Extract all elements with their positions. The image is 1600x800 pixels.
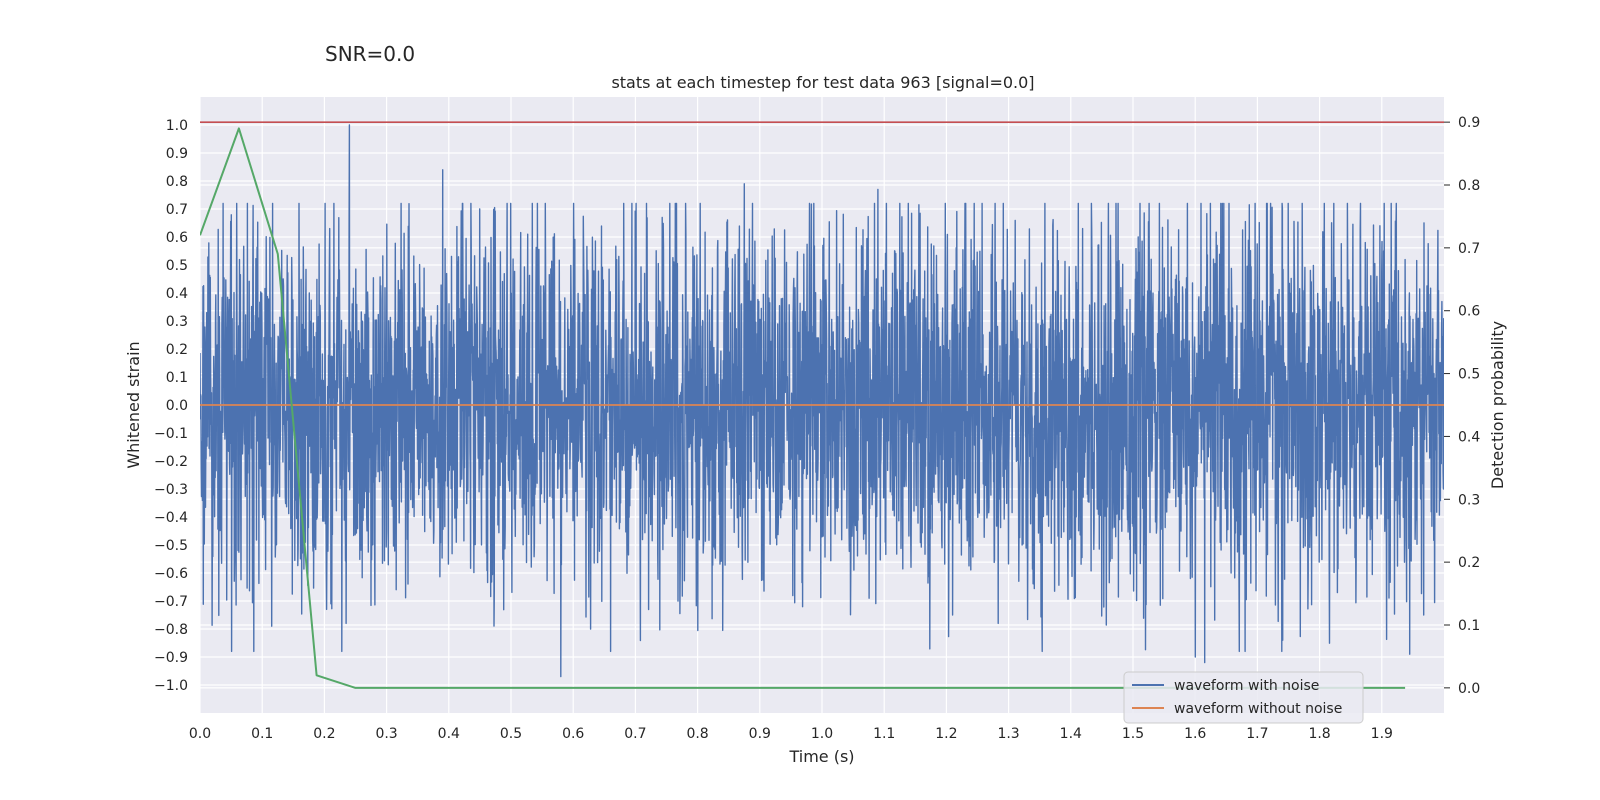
y-tick-label: 0.9	[166, 146, 188, 162]
y-tick-label: 1.0	[166, 118, 188, 134]
y-axis-label: Whitened strain	[124, 341, 143, 468]
y-tick-label: −0.2	[154, 454, 188, 470]
legend-box	[1123, 671, 1364, 724]
y-tick-label: 0.1	[166, 370, 188, 386]
x-tick-label: 0.6	[562, 726, 584, 742]
y-tick-label: 0.2	[166, 342, 188, 358]
y-right-tick-label: 0.0	[1458, 681, 1480, 697]
series-detection-probability	[200, 127, 1406, 689]
suptitle: SNR=0.0	[325, 42, 415, 66]
x-tick-label: 0.7	[624, 726, 646, 742]
y-tick-label: 0.7	[166, 202, 188, 218]
x-axis-label: Time (s)	[788, 747, 854, 766]
y-axis-left: 1.0 0.9 0.8 0.7 0.6 0.5 0.4 0.3 0.2 0.1 0.0 −0.1 −0.…	[154, 118, 188, 694]
x-tick-label: 0.5	[500, 726, 522, 742]
x-tick-label: 1.0	[811, 726, 833, 742]
y-tick-label: 0.5	[166, 258, 188, 274]
x-tick-label: 0.2	[313, 726, 335, 742]
legend-entry-noisy: waveform with noise	[1174, 678, 1319, 694]
x-tick-label: 1.9	[1371, 726, 1393, 742]
series-layer	[200, 121, 1444, 689]
x-tick-label: 0.0	[189, 726, 211, 742]
legend: waveform with noise waveform without noi…	[1123, 671, 1364, 724]
y-tick-label: −0.3	[154, 482, 188, 498]
x-axis: 0.0 0.1 0.2 0.3 0.4 0.5 0.6 0.7 0.8 0.9 1.0 1.1 1.2 1…	[189, 726, 1393, 742]
y-tick-label: 0.6	[166, 230, 188, 246]
y-tick-label: −0.7	[154, 594, 188, 610]
y-right-tick-label: 0.3	[1458, 492, 1480, 508]
x-tick-label: 1.3	[997, 726, 1019, 742]
x-tick-label: 0.1	[251, 726, 273, 742]
y-right-tick-label: 0.4	[1458, 429, 1480, 445]
y-right-tick-label: 0.8	[1458, 178, 1480, 194]
y-tick-label: −0.6	[154, 566, 188, 582]
y-tick-label: −0.4	[154, 510, 188, 526]
x-tick-label: 1.5	[1122, 726, 1144, 742]
x-tick-label: 1.2	[935, 726, 957, 742]
x-tick-label: 1.4	[1060, 726, 1082, 742]
y-tick-label: −0.5	[154, 538, 188, 554]
y-right-tick-label: 0.5	[1458, 367, 1480, 383]
x-tick-label: 1.7	[1246, 726, 1268, 742]
x-tick-label: 0.9	[749, 726, 771, 742]
y-tick-label: −0.1	[154, 426, 188, 442]
y-tick-label: −0.9	[154, 650, 188, 666]
chart-title: stats at each timestep for test data 963…	[611, 73, 1034, 92]
y-axis-right-label: Detection probability	[1488, 321, 1507, 489]
series-waveform-with-noise	[200, 124, 1444, 678]
y-tick-label: −0.8	[154, 622, 188, 638]
y-right-tick-label: 0.6	[1458, 304, 1480, 320]
y-tick-label: 0.4	[166, 286, 188, 302]
legend-entry-clean: waveform without noise	[1174, 701, 1342, 717]
y-tick-label: 0.8	[166, 174, 188, 190]
y-tick-label: −1.0	[154, 678, 188, 694]
x-tick-label: 0.4	[438, 726, 460, 742]
x-tick-label: 1.1	[873, 726, 895, 742]
y-right-tick-label: 0.7	[1458, 241, 1480, 257]
y-right-tick-label: 0.1	[1458, 618, 1480, 634]
x-tick-label: 1.6	[1184, 726, 1206, 742]
x-tick-label: 0.3	[375, 726, 397, 742]
y-axis-right: 0.9 0.8 0.7 0.6 0.5 0.4 0.3 0.2 0.1 0.0	[1444, 115, 1480, 697]
x-tick-label: 0.8	[686, 726, 708, 742]
y-right-tick-label: 0.2	[1458, 555, 1480, 571]
y-right-tick-label: 0.9	[1458, 115, 1480, 131]
x-tick-label: 1.8	[1308, 726, 1330, 742]
y-tick-label: 0.3	[166, 314, 188, 330]
y-tick-label: 0.0	[166, 398, 188, 414]
